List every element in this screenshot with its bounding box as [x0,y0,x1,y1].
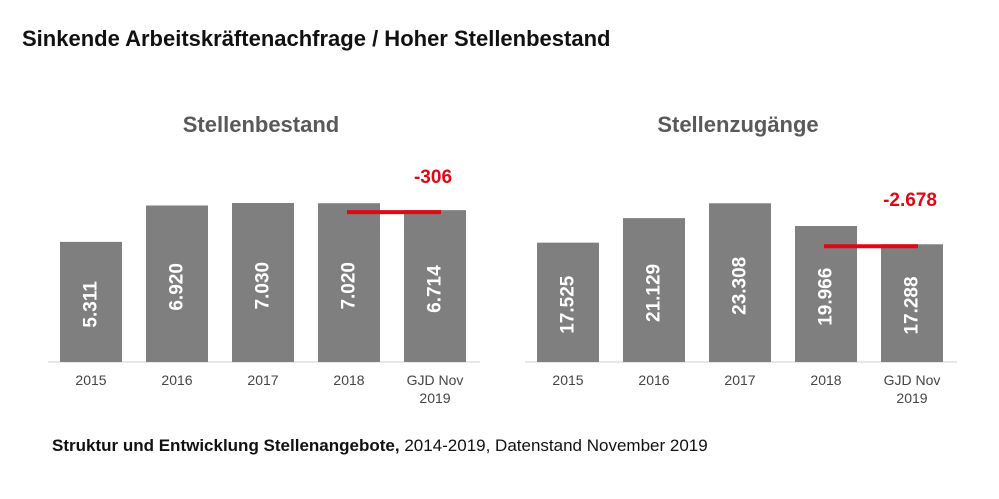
x-tick-label: 2016 [161,372,192,388]
bar [60,241,122,362]
x-tick-label: GJD Nov 2019 [407,372,464,406]
bar-value-label: 17.288 [902,276,923,334]
x-tick-label: 2016 [638,372,669,388]
chart-title: Stellenbestand [183,112,339,137]
x-tick-label: 2018 [333,372,364,388]
page-title: Sinkende Arbeitskräftenachfrage / Hoher … [22,26,611,51]
bar-value-label: 21.129 [644,264,665,322]
x-tick-label: 2015 [552,372,583,388]
bar [404,210,466,362]
bar [232,202,294,362]
bar-value-label: 6.714 [425,265,446,313]
delta-label: -2.678 [883,190,937,211]
bar [795,226,857,362]
bar-value-label: 19.966 [816,268,837,326]
bar-value-label: 7.030 [253,262,274,310]
chart-svg: Stellenzugänge 17.525 2015 21.129 2016 23.308… [525,112,957,406]
x-tick-label: 2015 [75,372,106,388]
x-tick-label: 2017 [724,372,755,388]
bar [623,218,685,362]
bar-value-label: 23.308 [730,257,751,315]
bar-value-label: 5.311 [81,281,102,328]
x-tick-label: GJD Nov 2019 [884,372,941,406]
chart-caption: Struktur und Entwicklung Stellenangebote… [52,436,708,456]
bar [537,242,599,362]
bar [146,205,208,362]
bar-value-label: 6.920 [167,263,188,311]
bar-value-label: 17.525 [558,275,579,334]
chart-title: Stellenzugänge [657,112,818,137]
x-tick-label: 2018 [810,372,841,388]
chart-stellenzugaenge: Stellenzugänge 17.525 2015 21.129 2016 23.308… [517,100,967,420]
chart-stellenbestand: Stellenbestand 5.311 2015 6.920 2016 7.030 201… [40,100,490,420]
bar [318,203,380,362]
delta-label: -306 [414,167,452,188]
caption-bold: Struktur und Entwicklung Stellenangebote… [52,436,400,455]
caption-rest: 2014-2019, Datenstand November 2019 [399,436,708,455]
chart-svg: Stellenbestand 5.311 2015 6.920 2016 7.030 201… [48,112,480,406]
x-tick-label: 2017 [247,372,278,388]
bar [881,244,943,362]
bar [709,203,771,362]
bar-value-label: 7.020 [339,262,360,310]
